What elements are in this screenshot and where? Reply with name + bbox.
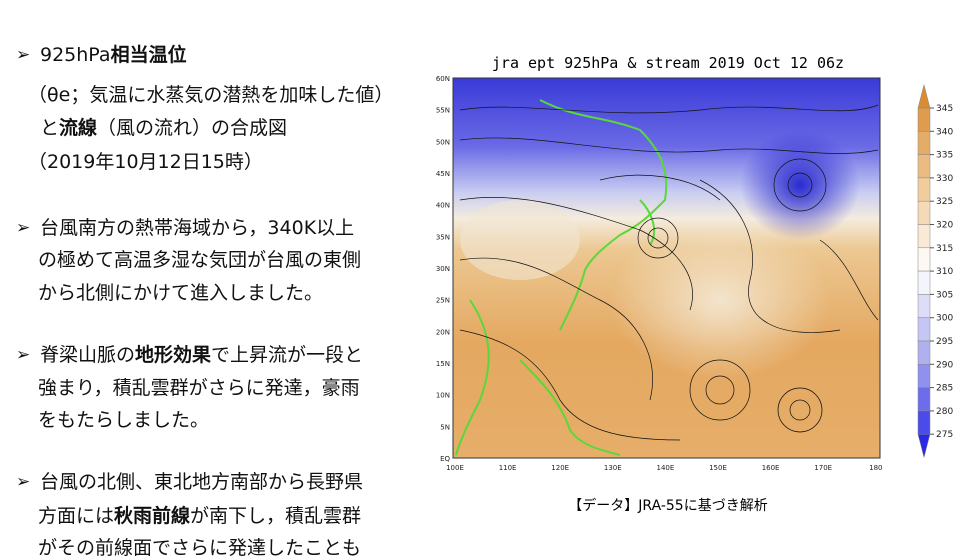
bullet-marker: ➢: [16, 45, 31, 65]
lat-label: 45N: [436, 170, 450, 178]
colorbar-cell: [917, 224, 931, 249]
lon-label: 110E: [499, 464, 517, 472]
lon-label: 130E: [604, 464, 622, 472]
lon-label: 180: [869, 464, 882, 472]
colorbar-cell: [917, 200, 931, 225]
colorbar-label: 295: [936, 337, 953, 347]
text-run: が南下し，積乱雲群: [190, 505, 362, 527]
bold-run: 相当温位: [110, 44, 187, 66]
text-run: から北側にかけて進入しました。: [38, 282, 324, 304]
lon-label: 150E: [709, 464, 727, 472]
lat-label: 50N: [436, 138, 450, 146]
colorbar-cell: [917, 131, 931, 155]
colorbar-label: 330: [936, 174, 953, 184]
colorbar-arrow: [917, 433, 931, 458]
lat-label: 25N: [436, 297, 450, 305]
bold-run: 地形効果: [135, 344, 212, 366]
text-run: の極めて高温多湿な気団が台風の東側: [38, 249, 362, 271]
lon-label: 100E: [446, 464, 464, 472]
lon-label: 140E: [657, 464, 675, 472]
bold-run: 流線: [59, 117, 98, 139]
slide: ➢ 925hPa相当温位 （θe；気温に水蒸気の潜熱を加味した値） と流線（風の流れ）…: [16, 43, 954, 559]
text-run: 台風の北側、東北地方南部から長野県: [40, 471, 364, 493]
text-run: （風の流れ）の合成図: [97, 117, 288, 139]
bold-run: 秋雨前線: [114, 505, 191, 527]
lat-label: 15N: [436, 360, 450, 368]
text-run: 台風南方の熱帯海域から，340K以上: [40, 217, 355, 239]
lat-label: 55N: [436, 107, 450, 115]
figure: jra ept 925hPa & stream 2019 Oct 12 06z 6…: [436, 54, 954, 514]
lat-label: 5N: [440, 423, 450, 431]
colorbar-label: 335: [936, 151, 953, 161]
text-line: の極めて高温多湿な気団が台風の東側: [38, 248, 361, 272]
lat-label: 10N: [436, 392, 450, 400]
colorbar-label: 340: [936, 127, 953, 137]
text-line: 強まり，積乱雲群がさらに発達，豪雨: [38, 376, 360, 400]
colorbar-cell: [917, 154, 931, 179]
text-run: をもたらしました。: [38, 409, 210, 431]
colorbar-label: 345: [936, 104, 953, 114]
colorbar-cell: [917, 364, 931, 388]
lat-label: 30N: [436, 265, 450, 273]
text-run: （θe；気温に水蒸気の潜熱を加味した値）: [28, 84, 394, 106]
colorbar-label: 285: [936, 384, 953, 394]
colorbar-label: 325: [936, 197, 953, 207]
text-run: 925hPa: [40, 44, 111, 66]
lat-label: 35N: [436, 233, 450, 241]
text-run: がその前線面でさらに発達したことも: [38, 537, 362, 559]
text-run: 強まり，積乱雲群がさらに発達，豪雨: [38, 377, 360, 399]
bullet-marker: ➢: [16, 218, 31, 238]
text-line: から北側にかけて進入しました。: [38, 281, 323, 305]
map: [452, 77, 881, 459]
text-line: 方面には秋雨前線が南下し，積乱雲群: [38, 504, 361, 528]
colorbar-label: 280: [936, 407, 953, 417]
colorbar-cell: [917, 177, 931, 202]
lat-label: 20N: [436, 328, 450, 336]
lon-label: 160E: [762, 464, 780, 472]
colorbar-label: 300: [936, 314, 953, 324]
colorbar-label: 275: [936, 430, 953, 440]
lat-label: 40N: [436, 202, 450, 210]
lat-label: 60N: [436, 75, 450, 83]
colorbar-cell: [917, 317, 931, 342]
text-line: をもたらしました。: [38, 408, 209, 432]
lat-label: EQ: [440, 455, 450, 463]
colorbar-cell: [917, 410, 931, 435]
figure-title: jra ept 925hPa & stream 2019 Oct 12 06z: [492, 54, 844, 72]
bullet-marker: ➢: [16, 345, 31, 365]
text-run: で上昇流が一段と: [211, 344, 364, 366]
text-line: と流線（風の流れ）の合成図: [40, 116, 287, 140]
text-run: 脊梁山脈の: [40, 344, 136, 366]
lon-label: 170E: [814, 464, 832, 472]
text-run: （2019年10月12日15時）: [28, 151, 263, 173]
text-line: 台風南方の熱帯海域から，340K以上: [40, 216, 354, 240]
colorbar-label: 290: [936, 360, 953, 370]
text-line: （θe；気温に水蒸気の潜熱を加味した値）: [28, 83, 393, 107]
colorbar-label: 315: [936, 244, 953, 254]
lon-label: 120E: [551, 464, 569, 472]
colorbar-cell: [917, 270, 931, 295]
bullet-marker: ➢: [16, 472, 31, 492]
text-run: と: [40, 117, 60, 139]
colorbar-cell: [917, 387, 931, 412]
text-line: 925hPa相当温位: [40, 43, 187, 67]
colorbar-label: 305: [936, 290, 953, 300]
colorbar-cell: [917, 340, 931, 365]
colorbar-cell: [917, 107, 931, 132]
caption: 【データ】JRA-55に基づき解析: [568, 497, 767, 514]
colorbar-label: 310: [936, 267, 953, 277]
colorbar-label: 320: [936, 221, 953, 231]
colorbar-cell: [917, 247, 931, 272]
text-run: 方面には: [38, 505, 115, 527]
colorbar-arrow: [917, 84, 931, 109]
text-line: （2019年10月12日15時）: [28, 150, 263, 174]
text-line: 台風の北側、東北地方南部から長野県: [40, 470, 363, 494]
text-line: 脊梁山脈の地形効果で上昇流が一段と: [40, 343, 363, 367]
colorbar-cell: [917, 294, 931, 318]
